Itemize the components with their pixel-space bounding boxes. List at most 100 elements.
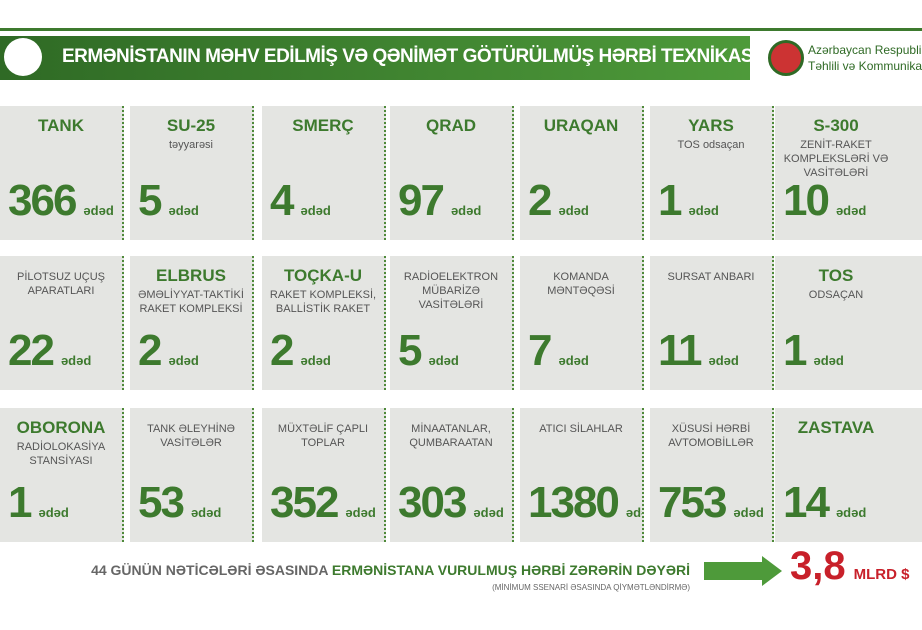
cell-unit: ədəd [558, 203, 589, 218]
cell-title: TANK [38, 116, 84, 135]
cell-unit: ədəd [558, 353, 589, 368]
cell: MİNAATANLAR, QUMBARAATAN 303 ədəd [390, 408, 514, 542]
cell: M [895, 256, 922, 390]
cell-subtitle: KOMANDA MƏNTƏQƏSİ [547, 271, 615, 297]
cell-unit: ədəd [168, 203, 199, 218]
cell-value: 2 ədəd [528, 176, 589, 225]
header-icon [4, 38, 42, 76]
cell: XÜSUSİ HƏRBİ AVTOMOBİLLƏR 753 ədəd [650, 408, 774, 542]
cell-unit: ədəd [835, 505, 867, 520]
cell: SU-25 təyyarəsi 5 ədəd [130, 106, 254, 240]
cell-unit: ədəd [60, 353, 92, 368]
cell-unit: ədəd [708, 353, 739, 368]
cell: TOÇKA-U RAKET KOMPLEKSİ, BALLİSTİK RAKET 2… [262, 256, 386, 390]
cell-title: SMERÇ [292, 116, 354, 135]
cell-subtitle: RADİOELEKTRON MÜBARİZƏ VASİTƏLƏRİ [403, 271, 499, 311]
cell-subtitle: ZEN [901, 138, 922, 152]
cell-value: 352 ədəd [270, 478, 376, 527]
cell-title: TOS [818, 266, 854, 285]
cell-title: AK [901, 418, 922, 438]
org-line: Təhlili və Kommunikasiya [808, 59, 922, 73]
cell-subtitle: ƏMƏLİYYAT-TAKTİKİ RAKET KOMPLEKSİ [138, 289, 244, 315]
cell-subtitle: XÜSUSİ HƏRBİ AVTOMOBİLLƏR [668, 423, 754, 449]
cell: URAQAN 2 ədəd [520, 106, 644, 240]
cell-value: 753 ədəd [658, 478, 764, 527]
cell-subtitle: SURSAT ANBARI [667, 271, 755, 283]
cell-subtitle: RAKET KOMPLEKSİ, BALLİSTİK RAKET [269, 289, 377, 315]
cell: TANK ƏLEYHİNƏ VASİTƏLƏR 53 ədəd [130, 408, 254, 542]
cell-subtitle: PİLOTSUZ UÇUŞ APARATLARI [16, 271, 105, 297]
footer-text: 44 GÜNÜN NƏTİCƏLƏRİ ƏSASINDA ERMƏNİSTANA… [91, 562, 690, 578]
org-line: Azərbaycan Respublikası [808, 43, 922, 57]
cell-value: 97 ədəd [398, 176, 482, 225]
total-unit: MLRD $ [853, 566, 910, 583]
cell-subtitle: RADİOLOKASİYA STANSİYASI [16, 441, 106, 467]
cell-unit: ədəd [813, 353, 844, 368]
cell: KOMANDA MƏNTƏQƏSİ 7 ədəd [520, 256, 644, 390]
top-rule [0, 28, 922, 31]
cell: ATICI SİLAHLAR 1380ədəd [520, 408, 644, 542]
cell-title: S-300 [813, 116, 859, 135]
cell: AK ÖZ [895, 408, 922, 542]
cell: RADİOELEKTRON MÜBARİZƏ VASİTƏLƏRİ 5 ədəd [390, 256, 514, 390]
cell-subtitle: təyyarəsi [168, 139, 214, 151]
cell-subtitle: TOS odsaçan [677, 139, 745, 151]
footer-value: 3,8 MLRD $ [790, 544, 909, 589]
cell-value: 303 ədəd [398, 478, 504, 527]
cell-subtitle: M [901, 270, 922, 284]
cell-unit: ədəd [300, 353, 331, 368]
cell: SURSAT ANBARI 11 ədəd [650, 256, 774, 390]
cell: PİLOTSUZ UÇUŞ APARATLARI 22 ədəd [0, 256, 124, 390]
cell-value: 4 ədəd [270, 176, 331, 225]
cell: KR ZEN [895, 106, 922, 240]
cell: SMERÇ 4 ədəd [262, 106, 386, 240]
cell: TANK 366 ədəd [0, 106, 124, 240]
cell: ZASTAVA 14 ədəd [775, 408, 899, 542]
cell-subtitle: MİNAATANLAR, QUMBARAATAN [409, 423, 493, 449]
cell-value: 53 ədəd [138, 478, 222, 527]
footer-note: (MİNİMUM SSENARİ ƏSASINDA QİYMƏTLƏNDİRMƏ… [492, 583, 690, 592]
cell-value: 366 ədəd [8, 176, 114, 225]
cell-value: 7 ədəd [528, 326, 589, 375]
cell: MÜXTƏLİF ÇAPLI TOPLAR 352 ədəd [262, 408, 386, 542]
cell-unit: ədəd [835, 203, 867, 218]
cell-unit: ədəd [625, 505, 642, 520]
header-title: ERMƏNİSTANIN MƏHV EDİLMİŞ VƏ QƏNİMƏT GÖT… [62, 46, 758, 67]
header-bar [0, 36, 750, 80]
cell-value: 1380ədəd [528, 478, 642, 528]
cell-value: 1 ədəd [658, 176, 719, 225]
cell-title: TOÇKA-U [283, 266, 363, 285]
arrow [704, 556, 782, 586]
cell-unit: ədəd [428, 353, 459, 368]
cell-title: SU-25 [166, 116, 216, 135]
cell-value: 14 ədəd [783, 478, 867, 527]
cell-unit: ədəd [190, 505, 222, 520]
cell-title: ELBRUS [156, 266, 226, 285]
cell-title: YARS [688, 116, 734, 135]
cell-value: 1 ədəd [783, 326, 844, 375]
cell-unit: ədəd [450, 203, 482, 218]
cell-value: 2 ədəd [270, 326, 331, 375]
cell-value: 2 ədəd [138, 326, 199, 375]
total-value: 3,8 [790, 544, 846, 588]
cell-unit: ədəd [473, 505, 504, 520]
cell-subtitle: ATICI SİLAHLAR [539, 423, 623, 435]
cell-subtitle: TANK ƏLEYHİNƏ VASİTƏLƏR [147, 423, 235, 449]
cell-unit: ədəd [733, 505, 764, 520]
cell: QRAD 97 ədəd [390, 106, 514, 240]
cell-value: 1 ədəd [8, 478, 69, 527]
cell-title: ZASTAVA [797, 418, 875, 437]
cell-unit: ədəd [38, 505, 69, 520]
cell-subtitle: ÖZ [901, 440, 922, 454]
cell-subtitle: ZENİT-RAKET KOMPLEKSLƏRİ VƏ VASİTƏLƏRİ [783, 139, 889, 179]
cell-value: 5 ədəd [398, 326, 459, 375]
cell-title: URAQAN [543, 116, 619, 135]
cell: S-300 ZENİT-RAKET KOMPLEKSLƏRİ VƏ VASİTƏL… [775, 106, 899, 240]
cell-value: 10 ədəd [783, 176, 867, 225]
cell: YARS TOS odsaçan 1 ədəd [650, 106, 774, 240]
cell: ELBRUS ƏMƏLİYYAT-TAKTİKİ RAKET KOMPLEKSİ 2… [130, 256, 254, 390]
cell-title: KR [901, 116, 922, 136]
cell-unit: ədəd [688, 203, 719, 218]
cell-value: 5 ədəd [138, 176, 199, 225]
